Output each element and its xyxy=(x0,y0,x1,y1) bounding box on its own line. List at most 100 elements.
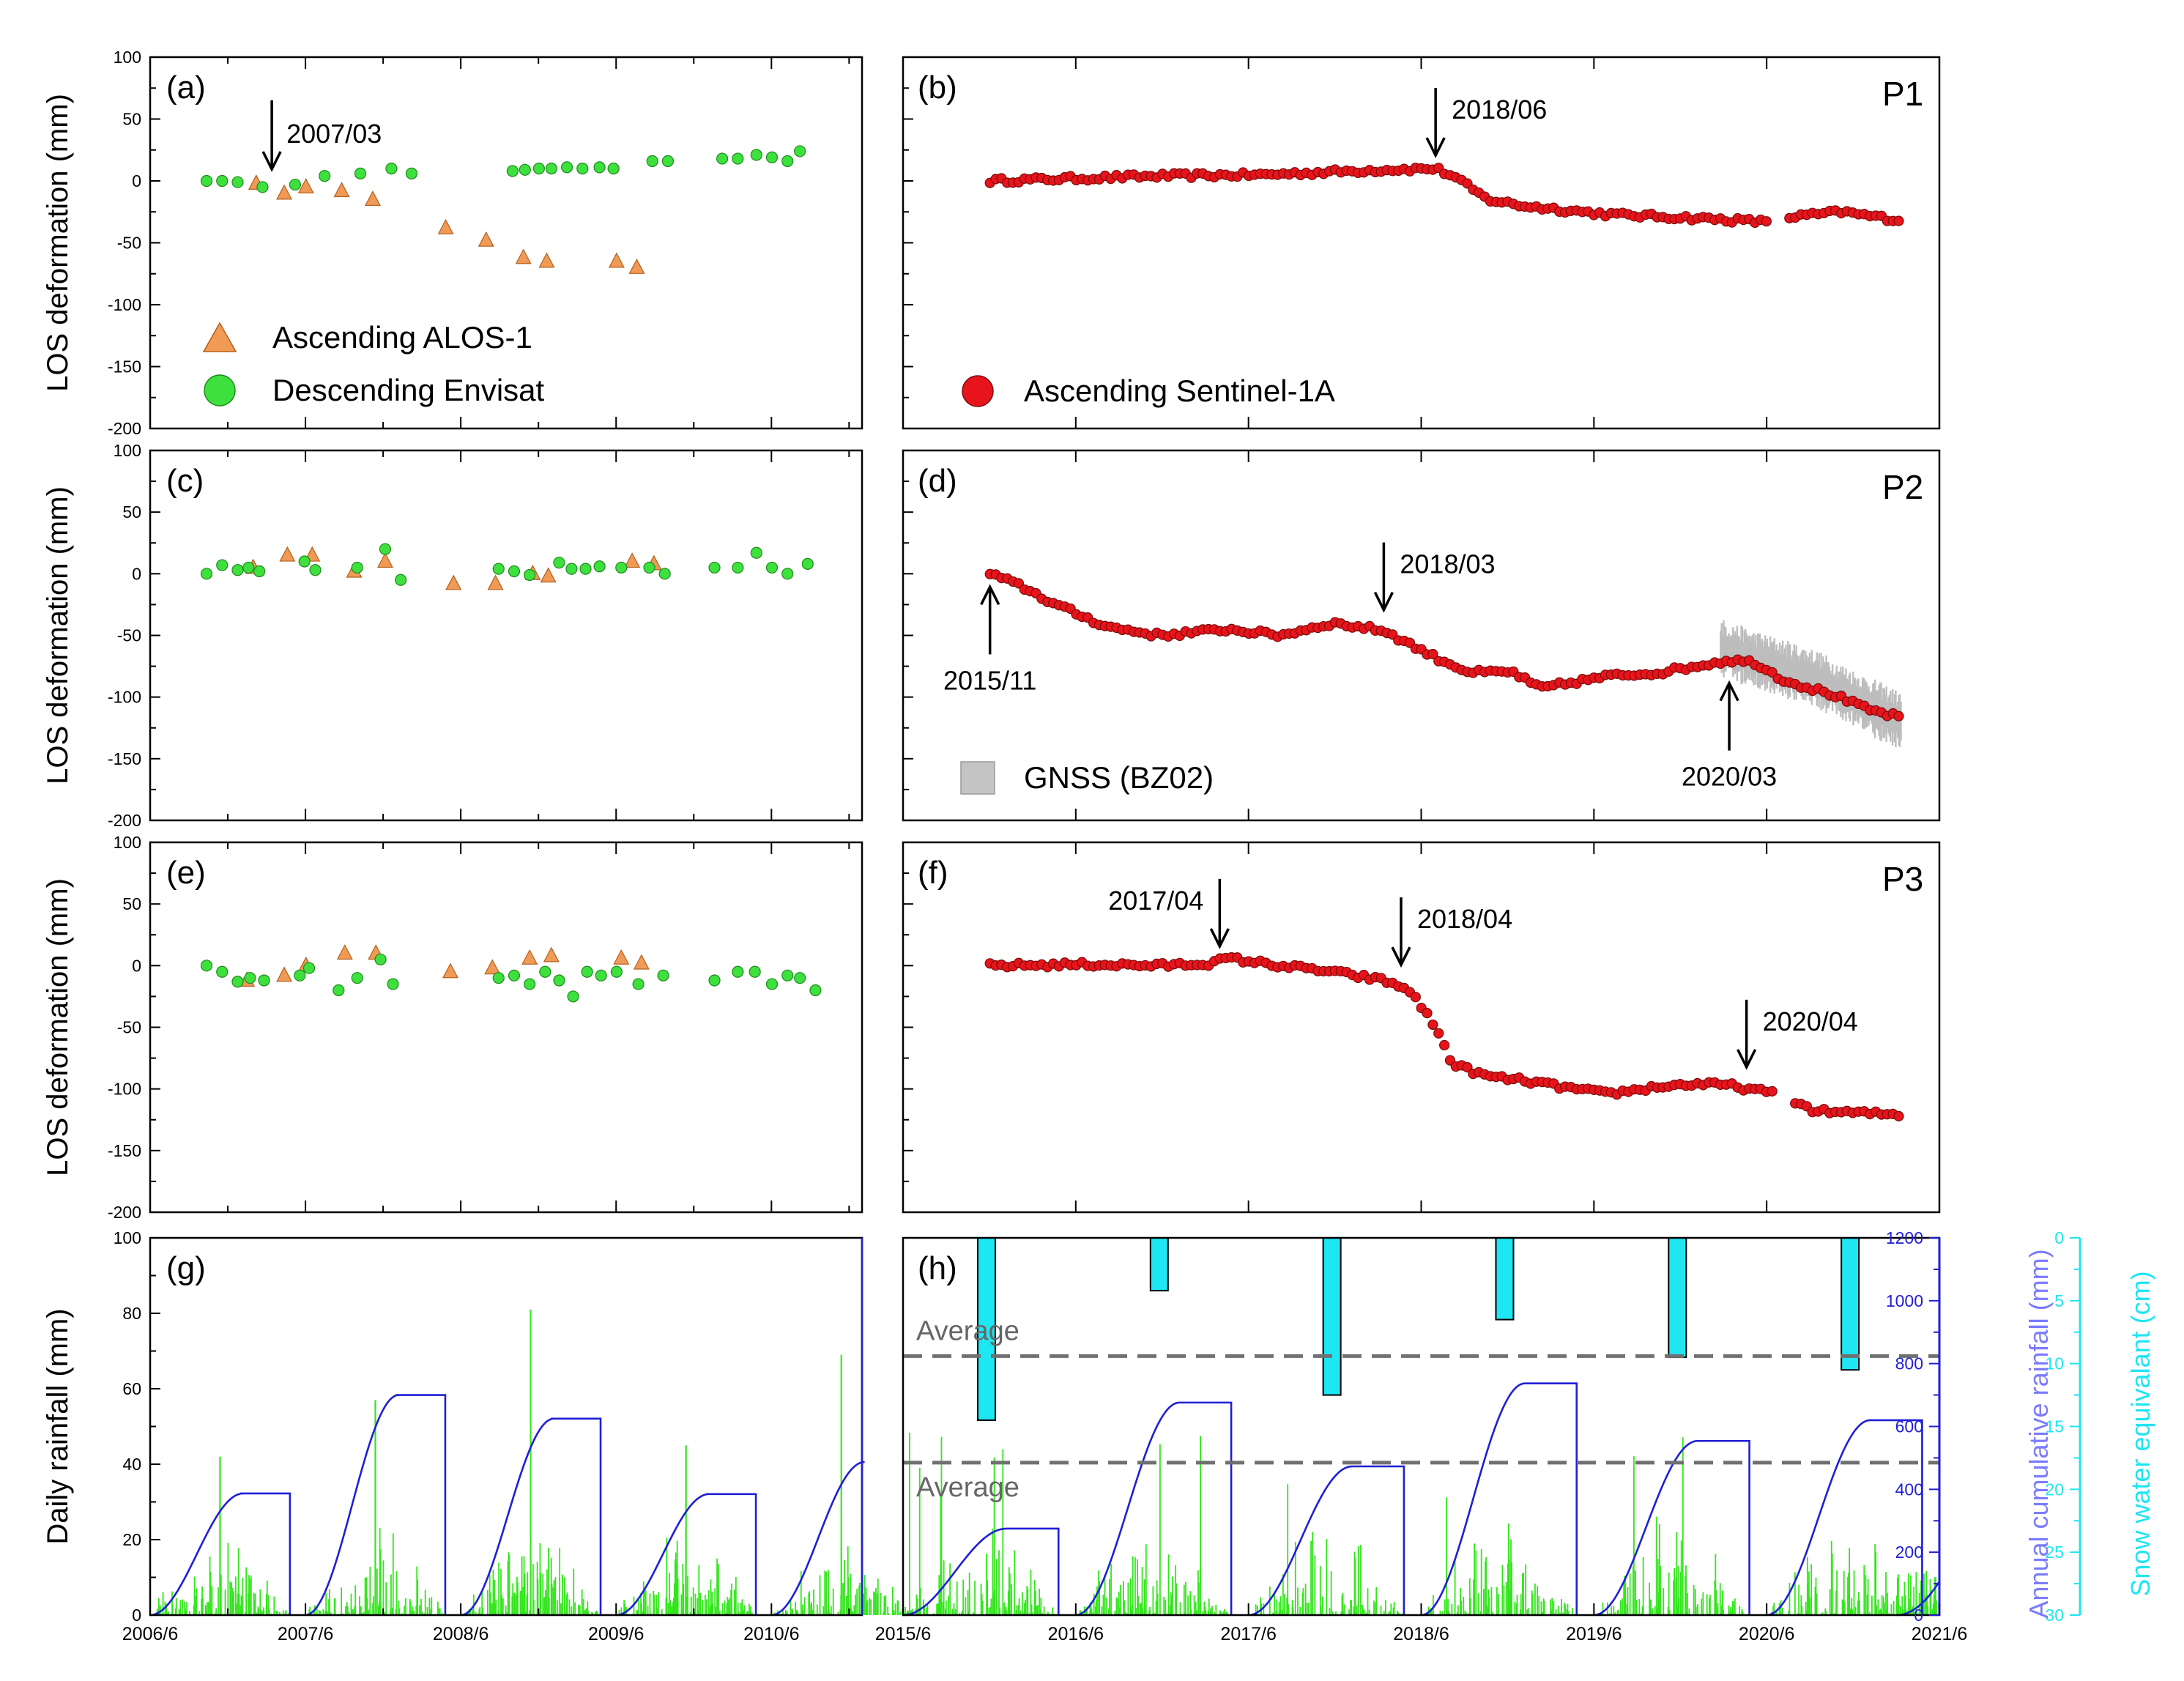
panel-e-envisat-point-1 xyxy=(216,965,229,978)
panel-d-sentinel-point-136 xyxy=(1767,667,1778,678)
panel-a-envisat-point-9 xyxy=(506,165,519,177)
panel-a-envisat-point-4 xyxy=(289,178,302,191)
panel-h-xtick-label-1: 2016/6 xyxy=(1048,1624,1104,1644)
legend-sentinel-label: Ascending Sentinel-1A xyxy=(1024,374,1335,408)
panel-a-ytick-label-3: -50 xyxy=(117,234,141,253)
panel-e-ylabel: LOS deformation (mm) xyxy=(42,878,74,1176)
panel-b-label: (b) xyxy=(918,70,957,105)
panel-a-envisat-point-13 xyxy=(560,161,573,174)
panel-h-snow-bar-4 xyxy=(1668,1237,1687,1359)
panel-e-envisat-point-8 xyxy=(351,972,363,984)
panel-c-envisat-point-1 xyxy=(216,559,229,571)
panel-a-envisat-point-0 xyxy=(200,174,213,188)
legend-envisat-marker xyxy=(204,374,236,407)
panel-a-alos-point-5 xyxy=(437,218,454,234)
panel-a-envisat-point-2 xyxy=(231,176,244,188)
panel-a-envisat-point-19 xyxy=(716,152,729,165)
panel-c-label: (c) xyxy=(166,463,204,499)
panel-c-ytick-label-3: -50 xyxy=(117,626,141,645)
panel-c-envisat-point-13 xyxy=(553,557,565,569)
panel-a-ytick-label-2: 0 xyxy=(132,171,141,190)
panel-a-alos-point-6 xyxy=(478,231,494,247)
panel-e-alos-point-1 xyxy=(276,966,293,982)
panel-a-envisat-point-8 xyxy=(405,167,418,179)
panel-e-envisat-point-3 xyxy=(244,972,256,984)
panel-e-envisat-point-22 xyxy=(708,974,721,987)
panel-h-y3tick-label-6: 30 xyxy=(2045,1606,2064,1625)
panel-g-label: (g) xyxy=(166,1250,206,1286)
panel-f-arrow-1-head xyxy=(1391,946,1411,968)
panel-g-ytick-label-0: 100 xyxy=(114,1228,141,1247)
panel-h-snow-bar-0 xyxy=(976,1237,996,1421)
panel-c-alos-point-8 xyxy=(540,567,557,583)
panel-c-envisat-point-7 xyxy=(351,561,363,574)
panel-a-envisat-point-20 xyxy=(732,152,744,165)
panel-e-envisat-point-24 xyxy=(749,965,761,978)
panel-f-annotation-0: 2017/04 xyxy=(1108,886,1203,916)
legend-alos-label: Ascending ALOS-1 xyxy=(272,320,532,355)
panel-h-xtick-label-0: 2015/6 xyxy=(875,1624,931,1644)
panel-g-ytick-label-1: 80 xyxy=(122,1304,141,1323)
panel-h-y2tick-label-2: 800 xyxy=(1895,1354,1923,1373)
panel-g-xtick-label-0: 2006/6 xyxy=(122,1624,178,1644)
panel-e-envisat-point-12 xyxy=(508,969,521,981)
panel-c-ytick-label-6: -200 xyxy=(108,811,141,830)
panel-d-sentinel-point-158 xyxy=(1893,710,1904,721)
panel-h-y2tick-label-0: 1200 xyxy=(1886,1228,1923,1247)
legend-envisat-label: Descending Envisat xyxy=(272,373,545,407)
panel-b-sentinel-point-155 xyxy=(1893,215,1904,226)
panel-h-y2tick-label-4: 400 xyxy=(1895,1480,1923,1499)
panel-c-alos-point-5 xyxy=(445,574,462,590)
panel-c-ytick-label-1: 50 xyxy=(122,502,141,522)
panel-e-envisat-point-20 xyxy=(632,978,645,990)
panel-f-sentinel-point-79 xyxy=(1439,1039,1450,1051)
panel-c-envisat-point-3 xyxy=(242,561,255,574)
panel-a-envisat-point-10 xyxy=(519,163,531,176)
panel-e-envisat-point-2 xyxy=(231,976,244,988)
panel-a-annotation-0: 2007/03 xyxy=(286,119,382,149)
panel-f-arrow-2-head xyxy=(1737,1049,1757,1070)
panel-a-envisat-point-7 xyxy=(385,163,398,175)
panel-h-label: (h) xyxy=(918,1250,957,1286)
panel-c-envisat-point-18 xyxy=(643,561,655,574)
panel-e-ytick-label-3: -50 xyxy=(117,1018,141,1037)
panel-h-y3label: Snow water equivalant (cm) xyxy=(2125,1271,2155,1596)
panel-a-envisat-point-1 xyxy=(216,174,229,188)
panel-h-xtick-label-3: 2018/6 xyxy=(1393,1624,1449,1644)
panel-g-cumulative-line-1 xyxy=(305,1394,447,1617)
panel-a-alos-point-2 xyxy=(297,178,314,194)
panel-h-xtick-label-6: 2021/6 xyxy=(1912,1624,1967,1644)
panel-a-envisat-point-11 xyxy=(532,163,545,175)
panel-c-envisat-point-20 xyxy=(708,561,721,574)
panel-f-sentinel-point-74 xyxy=(1410,992,1421,1003)
panel-a-envisat-point-6 xyxy=(354,167,367,179)
panel-e-envisat-point-4 xyxy=(258,974,270,987)
legend-gnss-marker xyxy=(960,761,995,795)
panel-f-arrow-0-head xyxy=(1209,928,1230,949)
panel-e-envisat-point-5 xyxy=(294,969,306,981)
panel-h-xtick-label-5: 2020/6 xyxy=(1739,1624,1794,1644)
panel-c-envisat-point-25 xyxy=(801,557,814,570)
panel-g-ytick-label-2: 60 xyxy=(122,1379,141,1398)
panel-f-label: (f) xyxy=(918,855,948,891)
panel-f-sentinel-point-77 xyxy=(1427,1019,1438,1031)
panel-e-ytick-label-1: 50 xyxy=(122,894,141,913)
panel-c-envisat-point-14 xyxy=(565,563,578,575)
panel-c-ylabel: LOS deformation (mm) xyxy=(42,486,74,784)
panel-e-envisat-point-16 xyxy=(567,990,579,1003)
panel-h-y3tick-label-0: 0 xyxy=(2054,1228,2064,1247)
panel-a-envisat-point-22 xyxy=(765,151,779,163)
legend-sentinel-marker xyxy=(962,375,994,407)
panel-a-alos-point-4 xyxy=(364,190,381,206)
panel-h-snow-average-label: Average xyxy=(916,1316,1019,1346)
panel-f-point-label: P3 xyxy=(1882,860,1923,898)
panel-c-envisat-point-16 xyxy=(593,560,606,573)
panel-e-ytick-label-6: -200 xyxy=(108,1203,141,1222)
panel-a-ytick-label-0: 100 xyxy=(114,48,141,67)
panel-h-y2tick-label-1: 1000 xyxy=(1886,1291,1923,1310)
panel-h-y3tick-label-4: 20 xyxy=(2045,1480,2064,1499)
panel-a-envisat-point-24 xyxy=(794,145,806,157)
panel-a-alos-point-8 xyxy=(538,252,555,268)
panel-e-ytick-label-2: 0 xyxy=(132,956,141,975)
